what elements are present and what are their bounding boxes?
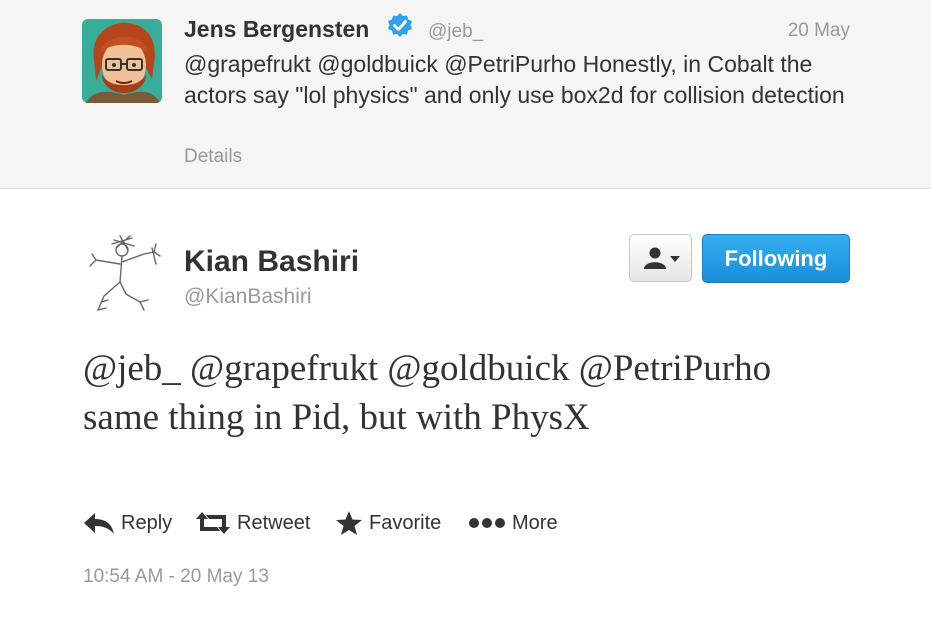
reply-label: Reply	[121, 511, 173, 534]
retweet-icon	[196, 512, 230, 534]
bearded-man-avatar-icon	[82, 19, 162, 103]
tweet-timestamp[interactable]: 10:54 AM - 20 May 13	[83, 566, 269, 587]
following-button[interactable]: Following	[702, 234, 850, 283]
verified-badge-icon	[388, 13, 412, 37]
more-dots-icon	[469, 518, 505, 528]
favorite-button[interactable]: Favorite	[335, 506, 441, 540]
user-actions-dropdown-button[interactable]	[629, 234, 692, 282]
main-avatar[interactable]	[82, 230, 168, 320]
retweet-label: Retweet	[237, 511, 311, 534]
main-tweet-text: @jeb_ @grapefrukt @goldbuick @PetriPurho…	[83, 348, 772, 438]
main-author-name[interactable]: Kian Bashiri	[184, 245, 360, 278]
parent-avatar[interactable]	[82, 19, 162, 103]
reply-icon	[84, 513, 114, 534]
details-link[interactable]: Details	[184, 146, 243, 167]
parent-tweet[interactable]: Jens Bergensten @jeb_ 20 May @grapefrukt…	[0, 0, 931, 189]
person-dropdown-icon	[644, 247, 680, 269]
favorite-label: Favorite	[369, 511, 442, 534]
star-icon	[336, 511, 362, 535]
more-label: More	[512, 511, 558, 534]
more-button[interactable]: More	[468, 506, 558, 540]
stick-figure-avatar-icon	[82, 230, 168, 320]
parent-date[interactable]: 20 May	[787, 20, 850, 41]
parent-author-name[interactable]: Jens Bergensten	[184, 16, 370, 42]
parent-tweet-text: @grapefrukt @goldbuick @PetriPurho Hones…	[184, 51, 845, 108]
retweet-button[interactable]: Retweet	[195, 506, 310, 540]
main-author-handle[interactable]: @KianBashiri	[184, 285, 312, 308]
parent-author-handle[interactable]: @jeb_	[428, 21, 484, 42]
reply-button[interactable]: Reply	[83, 506, 172, 540]
